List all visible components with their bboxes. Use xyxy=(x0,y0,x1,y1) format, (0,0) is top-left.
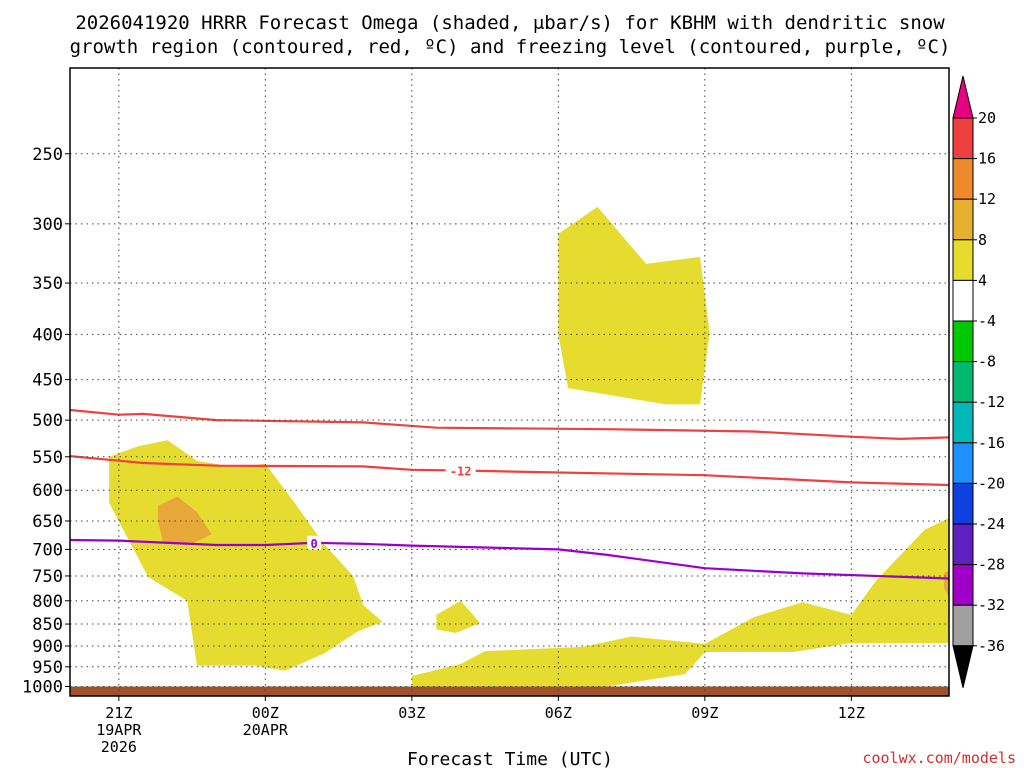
x-tick-label: 2026 xyxy=(101,738,137,756)
x-tick-label: 03Z xyxy=(398,704,425,722)
colorbar-tick-label: -12 xyxy=(978,393,1005,411)
colorbar-tick-label: 16 xyxy=(978,150,996,168)
x-tick-label: 19APR xyxy=(96,721,142,739)
colorbar-swatch xyxy=(952,442,974,484)
colorbar-bottom-arrow xyxy=(952,645,974,688)
x-tick-label: 20APR xyxy=(243,721,289,739)
x-tick-label: 21Z xyxy=(105,704,132,722)
contour-label: -12 xyxy=(450,464,472,478)
colorbar-tick-label: 12 xyxy=(978,190,996,208)
omega-region-4-8 xyxy=(558,206,710,405)
colorbar-swatch xyxy=(952,198,974,241)
dendritic-growth-contour xyxy=(70,408,949,441)
x-tick-label: 09Z xyxy=(691,704,718,722)
y-tick-label: 450 xyxy=(32,371,63,391)
title-line-2: growth region (contoured, red, ºC) and f… xyxy=(70,36,951,58)
title-line-1: 2026041920 HRRR Forecast Omega (shaded, … xyxy=(75,12,945,34)
colorbar-tick-label: -16 xyxy=(978,434,1005,452)
dendritic-growth-contour xyxy=(70,455,949,487)
y-tick-label: 600 xyxy=(32,481,63,501)
ground-fill xyxy=(70,686,949,696)
y-tick-label: 350 xyxy=(32,274,63,294)
plot-frame xyxy=(69,67,950,697)
y-tick-label: 650 xyxy=(32,512,63,532)
colorbar-top-arrow xyxy=(952,75,974,119)
y-tick-label: 250 xyxy=(32,145,63,165)
contour-label: 0 xyxy=(311,537,318,551)
plot-area: -12 0 xyxy=(70,206,949,696)
colorbar-swatch xyxy=(952,279,974,322)
colorbar-swatch xyxy=(952,564,974,606)
colorbar-tick-label: -28 xyxy=(978,556,1005,574)
y-tick-label: 750 xyxy=(32,567,63,587)
y-tick-label: 700 xyxy=(32,540,63,560)
omega-region-4-8 xyxy=(411,518,949,687)
contour-label-bg xyxy=(307,535,322,550)
freezing-level-contour xyxy=(70,538,949,580)
x-axis-label: Forecast Time (UTC) xyxy=(407,749,613,768)
colorbar-swatch xyxy=(952,239,974,281)
omega-region-8-12 xyxy=(157,496,212,544)
y-tick-label: 400 xyxy=(32,325,63,345)
colorbar-tick-label: -24 xyxy=(978,515,1005,533)
colorbar-tick-label: -4 xyxy=(978,312,996,330)
colorbar-swatch xyxy=(952,604,974,647)
colorbar-swatch xyxy=(952,523,974,566)
contour-label-bg xyxy=(445,463,476,478)
y-tick-label: 800 xyxy=(32,592,63,612)
x-tick-label: 06Z xyxy=(545,704,572,722)
colorbar-tick-label: -8 xyxy=(978,353,996,371)
x-tick-label: 00Z xyxy=(252,704,279,722)
x-tick-label: 12Z xyxy=(838,704,865,722)
y-tick-label: 1000 xyxy=(22,678,63,698)
colorbar-tick-label: 20 xyxy=(978,109,996,127)
y-tick-label: 900 xyxy=(32,637,63,657)
grid xyxy=(70,68,949,696)
y-tick-label: 500 xyxy=(32,411,63,431)
y-tick-label: 300 xyxy=(32,215,63,235)
omega-region-4-8 xyxy=(109,440,383,671)
y-tick-label: 850 xyxy=(32,615,63,635)
colorbar-swatch xyxy=(952,320,974,363)
colorbar-swatch xyxy=(952,117,974,160)
y-tick-label: 950 xyxy=(32,658,63,678)
colorbar: 20 16 12 8 4 -4 -8 -12 -16 -20 -24 -28 -32 -36 xyxy=(952,75,1005,688)
colorbar-tick-label: -20 xyxy=(978,474,1005,492)
y-tick-label: 550 xyxy=(32,448,63,468)
omega-region-8-12 xyxy=(944,569,949,597)
omega-region-4-8 xyxy=(436,600,481,633)
colorbar-tick-label: -36 xyxy=(978,637,1005,655)
colorbar-swatch xyxy=(952,158,974,200)
colorbar-tick-label: -32 xyxy=(978,596,1005,614)
colorbar-swatch xyxy=(952,401,974,444)
y-axis: 2503003504004505005506006507007508008509… xyxy=(22,145,70,698)
colorbar-tick-label: 8 xyxy=(978,231,987,249)
colorbar-tick-label: 4 xyxy=(978,271,987,289)
colorbar-swatch xyxy=(952,361,974,403)
colorbar-swatch xyxy=(952,482,974,525)
credit-link[interactable]: coolwx.com/models xyxy=(862,749,1016,767)
chart-title: 2026041920 HRRR Forecast Omega (shaded, … xyxy=(70,12,951,58)
